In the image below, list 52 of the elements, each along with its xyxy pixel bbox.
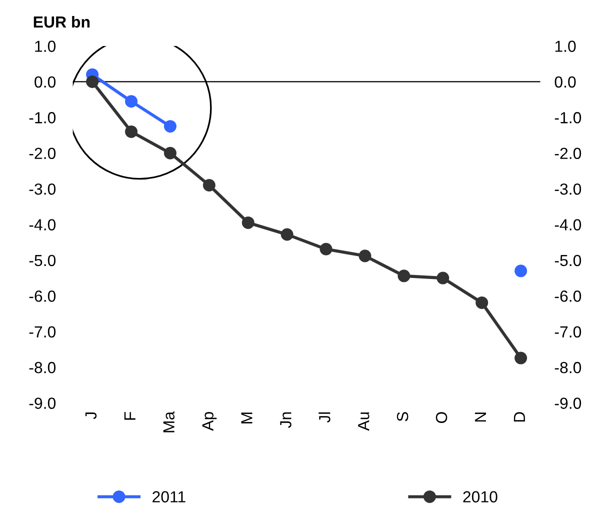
x-tick-label: Ma [163, 411, 175, 432]
y-tick-label: -6.0 [29, 290, 56, 302]
point [164, 146, 176, 160]
x-tick-label: S [396, 412, 408, 422]
x-tick-label: F [124, 412, 136, 420]
x-tick-label: Jn [280, 412, 292, 428]
legend-label: 2010 [463, 491, 498, 502]
x-tick-label: Jl [318, 412, 330, 423]
y2-tick-label: -9.0 [554, 398, 582, 409]
y-axis-title: EUR bn [34, 16, 90, 28]
y-tick-label: 1.0 [35, 40, 56, 52]
point [125, 95, 138, 108]
x-tick-label: O [436, 412, 448, 423]
point [358, 250, 372, 262]
point [398, 270, 410, 282]
y2-tick-label: 1.0 [555, 40, 576, 52]
x-tick-label: D [514, 412, 525, 422]
point [202, 178, 216, 192]
y-tick-label: -1.0 [29, 112, 56, 124]
x-tick-label: M [241, 412, 252, 424]
x-tick-label: Ap [202, 412, 217, 431]
point [476, 296, 488, 309]
y2-tick-label: -5.0 [554, 254, 582, 266]
y-tick-label: -4.0 [29, 219, 56, 230]
x-tick-label: J [85, 412, 97, 420]
point [514, 352, 528, 364]
point [320, 242, 332, 256]
point [280, 228, 294, 241]
point [242, 216, 254, 229]
point [86, 75, 99, 88]
point [125, 125, 138, 138]
y-tick-label: -5.0 [29, 254, 56, 266]
y2-tick-label: 0.0 [554, 76, 576, 88]
y-tick-label: 0.0 [34, 76, 56, 88]
y2-tick-label: -1.0 [554, 112, 582, 124]
y2-tick-label: -4.0 [554, 219, 582, 230]
y2-tick-label: -2.0 [554, 148, 582, 160]
y-tick-label: -2.0 [29, 148, 56, 160]
legend-label: 2011 [152, 491, 186, 502]
point [514, 264, 528, 278]
y-tick-label: -9.0 [29, 398, 56, 409]
y-tick-label: -3.0 [29, 183, 56, 195]
x-tick-label: N [474, 412, 486, 422]
point [436, 272, 450, 284]
point [164, 120, 176, 133]
y2-tick-label: -8.0 [554, 362, 582, 374]
y-tick-label: -7.0 [29, 326, 56, 338]
y2-tick-label: -6.0 [554, 290, 582, 302]
y-tick-label: -8.0 [29, 362, 56, 374]
y2-tick-label: -3.0 [554, 183, 582, 195]
x-tick-label: Au [358, 412, 370, 431]
y2-tick-label: -7.0 [554, 326, 582, 338]
